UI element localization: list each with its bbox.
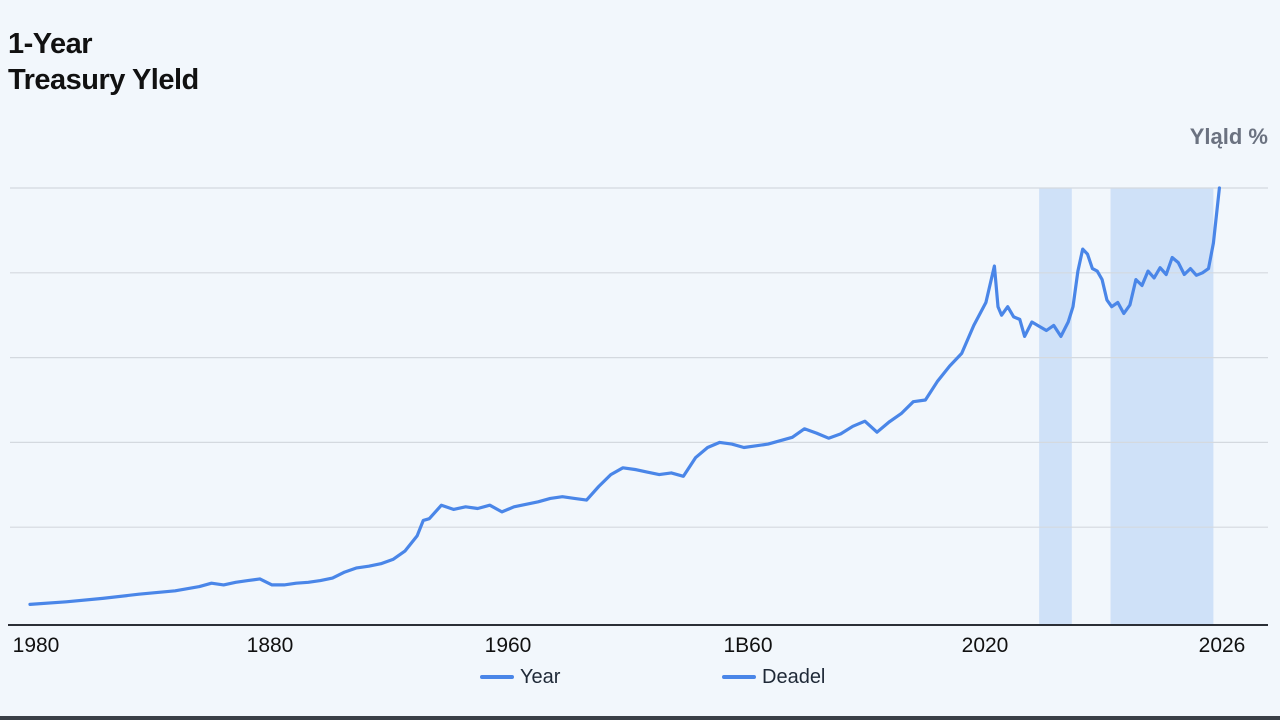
legend-label-deadel: Deadel [762,665,826,688]
legend-swatch-year [480,675,514,679]
x-tick-label: 1960 [485,634,532,657]
series-lines [28,186,1222,607]
legend-item-year: Year [480,664,560,690]
chart-title: 1-Year Treasury Yleld [8,26,199,98]
series-line-year [28,186,1222,607]
x-tick-label: 1B60 [723,634,772,657]
shaded-bands [1039,188,1214,624]
legend-swatch-deadel [722,675,756,679]
x-tick-label: 2020 [962,634,1009,657]
legend: Year Deadel [0,664,1280,690]
x-tick-label: 1880 [247,634,294,657]
x-tick-label: 1980 [13,634,60,657]
shaded-band-2 [1110,188,1214,624]
gridlines [10,187,1268,528]
shaded-band-1 [1039,188,1072,624]
x-tick-label: 2026 [1199,634,1246,657]
y-axis-label: Yląld % [1189,124,1268,149]
x-tick-labels: 1980 1880 1960 1B60 2020 2026 [13,634,1246,657]
chart-title-line-1: 1-Year [8,28,93,60]
legend-label-year: Year [520,665,561,688]
legend-item-deadel: Deadel [722,664,825,690]
chart-title-line-2: Treasury Yleld [8,64,199,96]
bottom-border [0,716,1280,720]
